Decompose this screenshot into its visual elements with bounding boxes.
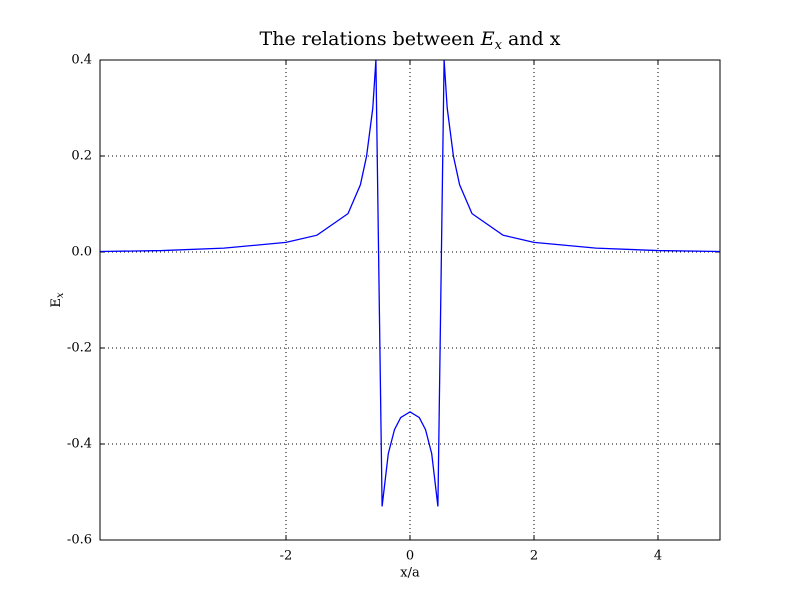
y-tick-label: -0.2 xyxy=(67,341,92,356)
y-label-symbol: E xyxy=(49,298,64,308)
plot-frame xyxy=(99,59,721,541)
y-tick-label: -0.6 xyxy=(67,533,92,548)
x-axis-label: x/a xyxy=(400,566,420,581)
title-text: The relations between xyxy=(260,28,481,50)
y-tick-label: 0.2 xyxy=(71,149,92,164)
x-tick-label: -2 xyxy=(280,549,293,564)
chart-title: The relations between Ex and x xyxy=(260,28,561,53)
y-axis-label: Ex xyxy=(49,292,66,308)
data-line xyxy=(100,60,720,507)
title-symbol: E xyxy=(480,28,495,50)
x-tick-label: 4 xyxy=(654,549,662,564)
title-subscript: x xyxy=(495,38,503,53)
x-tick-label: 2 xyxy=(530,549,538,564)
title-tail: and x xyxy=(502,28,561,50)
y-tick-label: -0.4 xyxy=(67,437,92,452)
y-tick-label: 0.4 xyxy=(71,53,92,68)
x-tick-label: 0 xyxy=(406,549,414,564)
y-label-subscript: x xyxy=(55,292,66,298)
y-tick-label: 0.0 xyxy=(71,245,92,260)
